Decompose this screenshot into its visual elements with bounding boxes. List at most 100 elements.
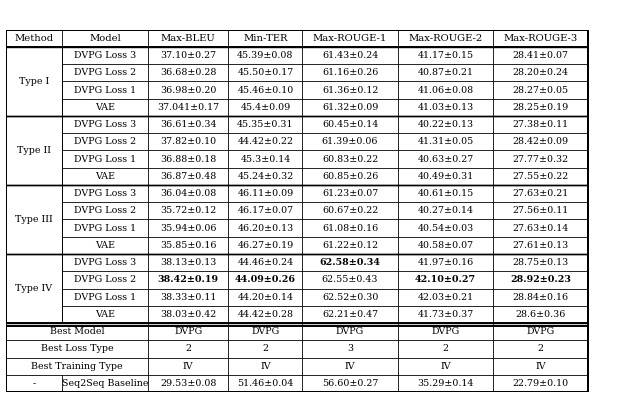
Text: 44.42±0.22: 44.42±0.22 xyxy=(237,137,293,147)
Text: 45.24±0.32: 45.24±0.32 xyxy=(237,172,294,181)
Text: Type II: Type II xyxy=(17,146,51,155)
Text: DVPG Loss 2: DVPG Loss 2 xyxy=(74,275,136,284)
Text: 46.17±0.07: 46.17±0.07 xyxy=(237,206,294,215)
Text: DVPG Loss 2: DVPG Loss 2 xyxy=(74,69,136,77)
Text: 45.46±0.10: 45.46±0.10 xyxy=(237,86,294,95)
Text: 2: 2 xyxy=(262,345,268,353)
Text: 61.43±0.24: 61.43±0.24 xyxy=(322,51,378,60)
Text: 27.63±0.21: 27.63±0.21 xyxy=(513,189,569,198)
Text: 35.29±0.14: 35.29±0.14 xyxy=(417,379,474,388)
Text: 60.67±0.22: 60.67±0.22 xyxy=(322,206,378,215)
Text: 62.52±0.30: 62.52±0.30 xyxy=(322,293,378,302)
Text: IV: IV xyxy=(440,362,451,371)
Text: 22.79±0.10: 22.79±0.10 xyxy=(513,379,569,388)
Text: Max-BLEU: Max-BLEU xyxy=(161,34,216,43)
Text: 60.85±0.26: 60.85±0.26 xyxy=(322,172,378,181)
Text: 40.63±0.27: 40.63±0.27 xyxy=(417,154,474,164)
Text: Model: Model xyxy=(89,34,121,43)
Text: IV: IV xyxy=(260,362,271,371)
Text: 61.39±0.06: 61.39±0.06 xyxy=(322,137,378,147)
Text: 46.20±0.13: 46.20±0.13 xyxy=(237,224,294,232)
Text: 46.11±0.09: 46.11±0.09 xyxy=(237,189,294,198)
Text: 40.27±0.14: 40.27±0.14 xyxy=(417,206,474,215)
Text: 2: 2 xyxy=(442,345,449,353)
Text: 62.58±0.34: 62.58±0.34 xyxy=(319,258,381,267)
Text: 36.98±0.20: 36.98±0.20 xyxy=(160,86,216,95)
Text: DVPG Loss 1: DVPG Loss 1 xyxy=(74,154,136,164)
Text: 28.84±0.16: 28.84±0.16 xyxy=(513,293,569,302)
Text: 41.73±0.37: 41.73±0.37 xyxy=(417,310,474,319)
Text: 29.53±0.08: 29.53±0.08 xyxy=(160,379,216,388)
Text: 62.21±0.47: 62.21±0.47 xyxy=(322,310,378,319)
Text: 36.88±0.18: 36.88±0.18 xyxy=(160,154,216,164)
Text: IV: IV xyxy=(536,362,546,371)
Text: 35.94±0.06: 35.94±0.06 xyxy=(160,224,216,232)
Text: DVPG Loss 3: DVPG Loss 3 xyxy=(74,189,136,198)
Text: 28.92±0.23: 28.92±0.23 xyxy=(510,275,572,284)
Text: 40.87±0.21: 40.87±0.21 xyxy=(417,69,474,77)
Text: Max-ROUGE-3: Max-ROUGE-3 xyxy=(504,34,578,43)
Text: 28.6±0.36: 28.6±0.36 xyxy=(516,310,566,319)
Text: 45.35±0.31: 45.35±0.31 xyxy=(237,120,294,129)
Text: Type I: Type I xyxy=(19,77,49,86)
Text: 27.55±0.22: 27.55±0.22 xyxy=(513,172,569,181)
Text: DVPG: DVPG xyxy=(336,327,364,336)
Text: 38.42±0.19: 38.42±0.19 xyxy=(158,275,219,284)
Text: 38.03±0.42: 38.03±0.42 xyxy=(160,310,216,319)
Text: IV: IV xyxy=(345,362,355,371)
Text: 40.54±0.03: 40.54±0.03 xyxy=(417,224,474,232)
Text: 28.20±0.24: 28.20±0.24 xyxy=(513,69,569,77)
Text: DVPG Loss 3: DVPG Loss 3 xyxy=(74,258,136,267)
Text: Best Loss Type: Best Loss Type xyxy=(41,345,113,353)
Text: 42.10±0.27: 42.10±0.27 xyxy=(415,275,476,284)
Text: 41.97±0.16: 41.97±0.16 xyxy=(417,258,474,267)
Text: 36.87±0.48: 36.87±0.48 xyxy=(160,172,216,181)
Text: DVPG: DVPG xyxy=(431,327,460,336)
Text: 2: 2 xyxy=(186,345,191,353)
Text: 27.38±0.11: 27.38±0.11 xyxy=(513,120,569,129)
Text: 28.27±0.05: 28.27±0.05 xyxy=(513,86,569,95)
Text: 61.36±0.12: 61.36±0.12 xyxy=(322,86,378,95)
Text: VAE: VAE xyxy=(95,241,115,250)
Text: 45.39±0.08: 45.39±0.08 xyxy=(237,51,294,60)
Text: 28.75±0.13: 28.75±0.13 xyxy=(513,258,569,267)
Text: 44.09±0.26: 44.09±0.26 xyxy=(235,275,296,284)
Text: Max-ROUGE-1: Max-ROUGE-1 xyxy=(313,34,387,43)
Text: VAE: VAE xyxy=(95,172,115,181)
Text: 38.13±0.13: 38.13±0.13 xyxy=(160,258,216,267)
Text: 37.82±0.10: 37.82±0.10 xyxy=(160,137,216,147)
Text: 61.23±0.07: 61.23±0.07 xyxy=(322,189,378,198)
Text: 41.31±0.05: 41.31±0.05 xyxy=(417,137,474,147)
Text: 44.20±0.14: 44.20±0.14 xyxy=(237,293,293,302)
Text: 38.33±0.11: 38.33±0.11 xyxy=(160,293,216,302)
Text: VAE: VAE xyxy=(95,103,115,112)
Text: 36.61±0.34: 36.61±0.34 xyxy=(160,120,216,129)
Text: 60.45±0.14: 60.45±0.14 xyxy=(322,120,378,129)
Text: 27.56±0.11: 27.56±0.11 xyxy=(513,206,569,215)
Text: 42.03±0.21: 42.03±0.21 xyxy=(417,293,474,302)
Text: 36.68±0.28: 36.68±0.28 xyxy=(160,69,216,77)
Text: 28.41±0.07: 28.41±0.07 xyxy=(513,51,569,60)
Text: 51.46±0.04: 51.46±0.04 xyxy=(237,379,294,388)
Text: 44.42±0.28: 44.42±0.28 xyxy=(237,310,293,319)
Text: 40.49±0.31: 40.49±0.31 xyxy=(417,172,474,181)
Text: 2: 2 xyxy=(538,345,544,353)
Text: 3: 3 xyxy=(347,345,353,353)
Text: 41.06±0.08: 41.06±0.08 xyxy=(417,86,474,95)
Text: Best Model: Best Model xyxy=(50,327,104,336)
Text: Seq2Seq Baseline: Seq2Seq Baseline xyxy=(61,379,148,388)
Text: DVPG Loss 2: DVPG Loss 2 xyxy=(74,137,136,147)
Text: DVPG Loss 3: DVPG Loss 3 xyxy=(74,120,136,129)
Text: IV: IV xyxy=(183,362,194,371)
Text: 45.50±0.17: 45.50±0.17 xyxy=(237,69,294,77)
Text: Max-ROUGE-2: Max-ROUGE-2 xyxy=(408,34,483,43)
Text: Min-TER: Min-TER xyxy=(243,34,288,43)
Text: 40.22±0.13: 40.22±0.13 xyxy=(417,120,474,129)
Text: 60.83±0.22: 60.83±0.22 xyxy=(322,154,378,164)
Text: 46.27±0.19: 46.27±0.19 xyxy=(237,241,294,250)
Text: 56.60±0.27: 56.60±0.27 xyxy=(322,379,378,388)
Text: 40.61±0.15: 40.61±0.15 xyxy=(417,189,474,198)
Text: 44.46±0.24: 44.46±0.24 xyxy=(237,258,294,267)
Text: Best Training Type: Best Training Type xyxy=(31,362,123,371)
Text: 35.85±0.16: 35.85±0.16 xyxy=(160,241,216,250)
